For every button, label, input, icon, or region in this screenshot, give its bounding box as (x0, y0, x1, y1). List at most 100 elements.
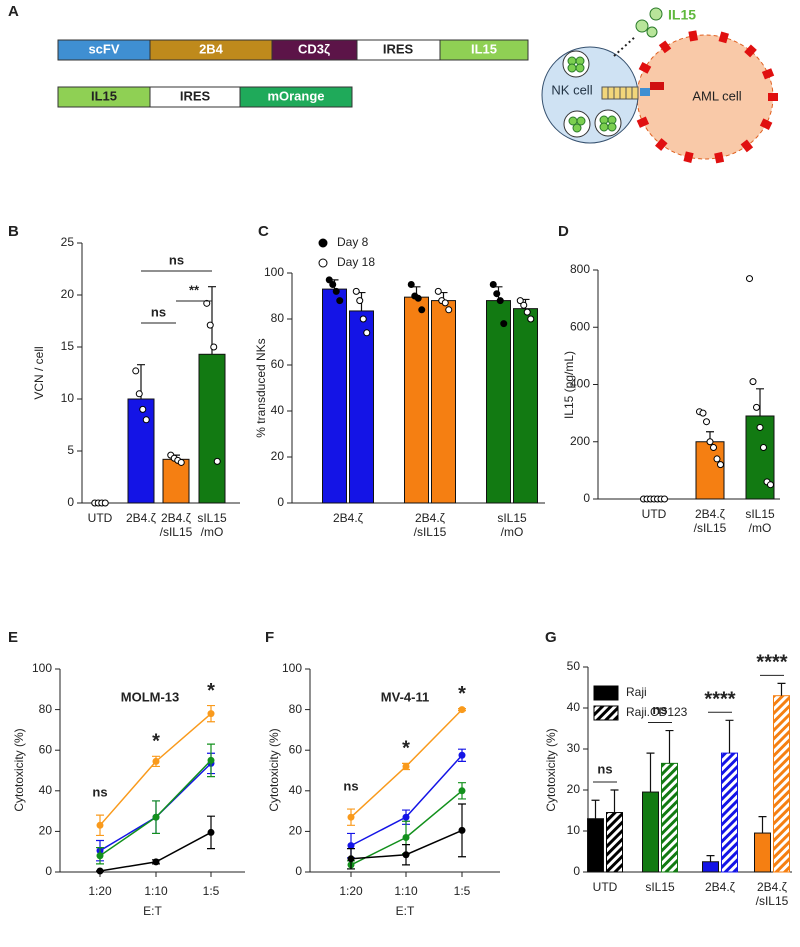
y-tick-label: 200 (570, 434, 590, 448)
data-point (434, 287, 442, 295)
gene-label: IRES (383, 41, 414, 56)
data-point (753, 403, 760, 411)
y-tick-label: 800 (570, 262, 590, 276)
granule (594, 109, 622, 137)
data-point (661, 495, 668, 503)
y-tick-label: 20 (289, 824, 303, 838)
y-tick-label: 20 (271, 449, 285, 463)
y-axis-label: Cytotoxicity (%) (544, 728, 558, 811)
data-point (359, 315, 367, 323)
legend-label: Raji.CD123 (626, 705, 688, 719)
bar (754, 832, 771, 873)
x-tick-label: sIL15 (645, 880, 675, 894)
y-tick-label: 60 (271, 357, 285, 371)
bar (162, 458, 190, 504)
y-tick-label: 600 (570, 319, 590, 333)
bar (198, 353, 226, 504)
gene-box (439, 39, 529, 61)
error-bar (208, 286, 216, 355)
y-tick-label: 10 (61, 391, 75, 405)
error-bar (665, 729, 674, 764)
bar (773, 695, 790, 873)
annotation: ns (92, 785, 107, 800)
il15-dots (635, 7, 663, 38)
data-point (402, 851, 410, 859)
x-tick-label: 1:5 (454, 884, 471, 898)
y-tick-label: 25 (61, 235, 75, 249)
receptor (683, 151, 694, 163)
error-bar (725, 719, 734, 754)
x-tick-label: sIL15 (197, 511, 227, 525)
data-point (206, 321, 214, 329)
receptor (655, 138, 668, 151)
car-stripes (607, 87, 633, 99)
data-point (96, 821, 104, 829)
y-tick-label: 0 (45, 864, 52, 878)
bar (642, 791, 659, 873)
annotation: ns (652, 702, 667, 717)
x-tick-label: UTD (88, 511, 113, 525)
data-point (402, 813, 410, 821)
bar (404, 296, 429, 504)
y-tick-label: 0 (67, 495, 74, 509)
data-point (458, 706, 466, 714)
receptor (714, 151, 725, 164)
y-tick-label: 100 (32, 661, 52, 675)
y-tick-label: 100 (282, 661, 302, 675)
il15-granules (567, 56, 617, 133)
bar (702, 861, 719, 873)
annotation: * (207, 680, 215, 702)
receptor (768, 93, 778, 101)
data-point (96, 867, 104, 875)
bar (661, 762, 678, 873)
receptor (718, 31, 729, 44)
receptor (761, 68, 775, 80)
data-point (135, 390, 143, 398)
data-point (152, 813, 160, 821)
y-tick-label: 40 (567, 700, 581, 714)
x-tick-label: 1:5 (203, 884, 220, 898)
annotation: **** (704, 689, 735, 711)
y-tick-label: 5 (67, 443, 74, 457)
receptor (744, 44, 757, 58)
x-tick-label: /sIL15 (756, 894, 789, 908)
receptor (740, 139, 754, 153)
y-tick-label: 40 (289, 783, 303, 797)
data-point (336, 297, 344, 305)
data-point (710, 443, 717, 451)
scfv (640, 88, 650, 96)
legend-label: Day 8 (337, 235, 369, 249)
data-point (96, 852, 104, 860)
data-point (347, 813, 355, 821)
x-tick-label: sIL15 (497, 511, 527, 525)
data-point (703, 418, 710, 426)
error-bar (646, 752, 655, 793)
data-point (699, 409, 707, 417)
aml-label: AML cell (692, 88, 741, 103)
x-axis-label: E:T (396, 904, 415, 918)
bar (322, 288, 347, 504)
data-point (489, 281, 497, 288)
x-tick-label: 2B4.ζ (705, 880, 736, 894)
y-tick-label: 40 (39, 783, 53, 797)
x-tick-label: 2B4.ζ (161, 511, 192, 525)
cd123 (650, 82, 664, 90)
gene-label: scFV (88, 41, 119, 56)
data-point (445, 306, 453, 314)
y-tick-label: 80 (271, 311, 285, 325)
y-tick-label: 20 (61, 287, 75, 301)
error-bar (777, 682, 786, 696)
data-point (352, 287, 360, 295)
y-tick-label: 60 (289, 742, 303, 756)
data-point (516, 297, 524, 305)
legend-swatch (593, 685, 619, 701)
x-tick-label: /mO (501, 525, 524, 539)
annotation: * (402, 738, 410, 760)
data-point (363, 329, 371, 337)
x-tick-label: UTD (593, 880, 618, 894)
bar (606, 812, 623, 873)
annotation: ns (343, 779, 358, 794)
bar (721, 752, 738, 873)
data-point (500, 320, 508, 328)
annotation: **** (756, 652, 787, 674)
